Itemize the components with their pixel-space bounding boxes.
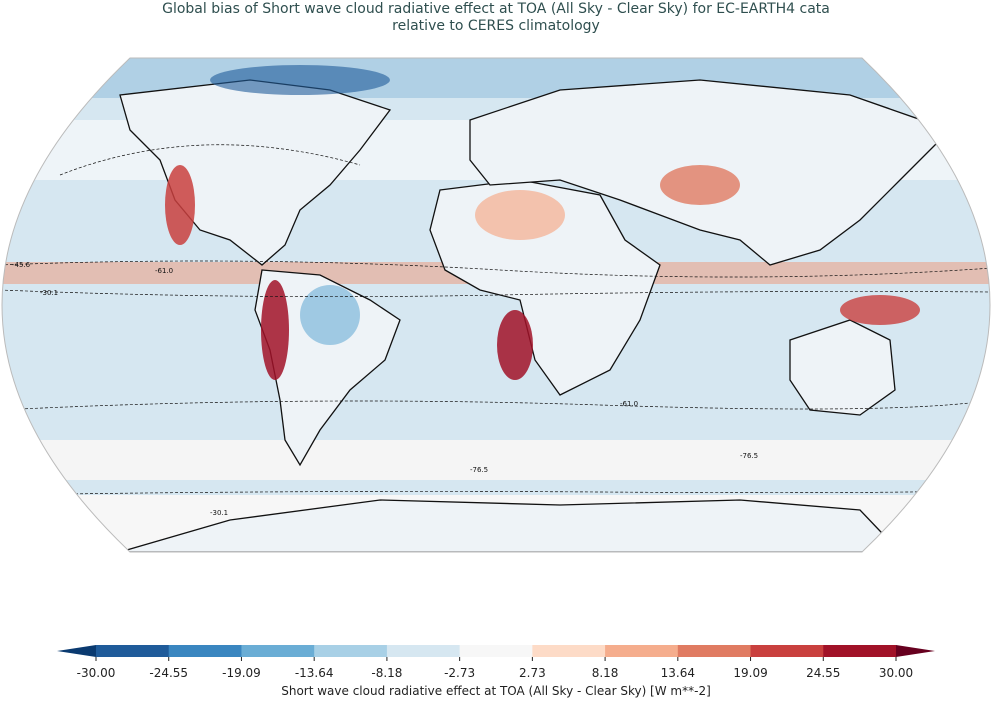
- contour-label: -61.0: [155, 267, 173, 275]
- colorbar-tick-label: -13.64: [295, 666, 334, 680]
- bias-positive-sahara: [475, 190, 565, 240]
- contour-line: [2, 289, 990, 298]
- contour-label: -30.1: [210, 509, 228, 517]
- contour-line: [2, 260, 990, 278]
- colorbar-tick-label: 13.64: [661, 666, 695, 680]
- map-border: [1, 57, 991, 553]
- bias-positive-namibia: [497, 310, 533, 380]
- bias-positive-asia: [660, 165, 740, 205]
- contour-label: -45.6: [12, 261, 31, 269]
- antarctica: [119, 499, 902, 552]
- colorbar-tick-label: -8.18: [371, 666, 402, 680]
- colorbar-tick-label: 19.09: [733, 666, 767, 680]
- colorbar-bin: [823, 645, 897, 657]
- colorbar-bin: [750, 645, 824, 657]
- colorbar-tick-label: -19.09: [222, 666, 261, 680]
- colorbar-bin: [386, 645, 461, 657]
- colorbar-bin: [677, 645, 752, 657]
- contour-label: -30.1: [40, 289, 58, 297]
- bias-negative-amazon: [300, 285, 360, 345]
- colorbar-tick-label: -24.55: [149, 666, 188, 680]
- coastlines: [119, 79, 952, 552]
- bias-positive-california: [165, 165, 195, 245]
- colorbar-tick-label: 24.55: [806, 666, 840, 680]
- colorbar-bin: [96, 645, 170, 657]
- contour-label: -76.5: [740, 452, 758, 460]
- colorbar-tick-label: 8.18: [592, 666, 619, 680]
- colorbar-extend-high: [896, 645, 935, 657]
- colorbar-extend-low: [57, 645, 96, 657]
- contour-label: -61.0: [620, 400, 638, 408]
- colorbar-bin: [605, 645, 679, 657]
- bias-positive-peru: [261, 280, 289, 380]
- bias-band: [2, 440, 990, 480]
- bias-positive-maritime: [840, 295, 920, 325]
- colorbar-tick-label: -2.73: [444, 666, 475, 680]
- chart-subtitle: relative to CERES climatology: [392, 18, 600, 34]
- contour-label: -76.5: [470, 466, 488, 474]
- colorbar-tick-label: 2.73: [519, 666, 546, 680]
- contour-line: [2, 399, 990, 411]
- colorbar-label: Short wave cloud radiative effect at TOA…: [281, 684, 711, 698]
- africa: [429, 179, 661, 396]
- colorbar-tick-label: -30.00: [77, 666, 116, 680]
- bias-negative-arctic: [210, 65, 390, 95]
- contour-lines: [2, 144, 990, 496]
- colorbar-tick-label: 30.00: [879, 666, 913, 680]
- contour-line: [2, 489, 990, 496]
- chart-title: Global bias of Short wave cloud radiativ…: [162, 1, 830, 17]
- australia: [789, 319, 896, 416]
- colorbar-bin: [314, 645, 388, 657]
- colorbar-bin: [168, 645, 242, 657]
- north-america: [119, 79, 392, 266]
- bias-hotspots: [165, 65, 920, 380]
- map-area: -45.6 -30.1 -61.0 -61.0 -76.5 -76.5 -30.…: [2, 58, 990, 552]
- colorbar-bin: [532, 645, 606, 657]
- colorbar-bin: [459, 645, 533, 657]
- colorbar-bin: [241, 645, 315, 657]
- colorbar: -30.00 -24.55 -19.09 -13.64 -8.18 -2.73 2.73 8.…: [57, 645, 935, 680]
